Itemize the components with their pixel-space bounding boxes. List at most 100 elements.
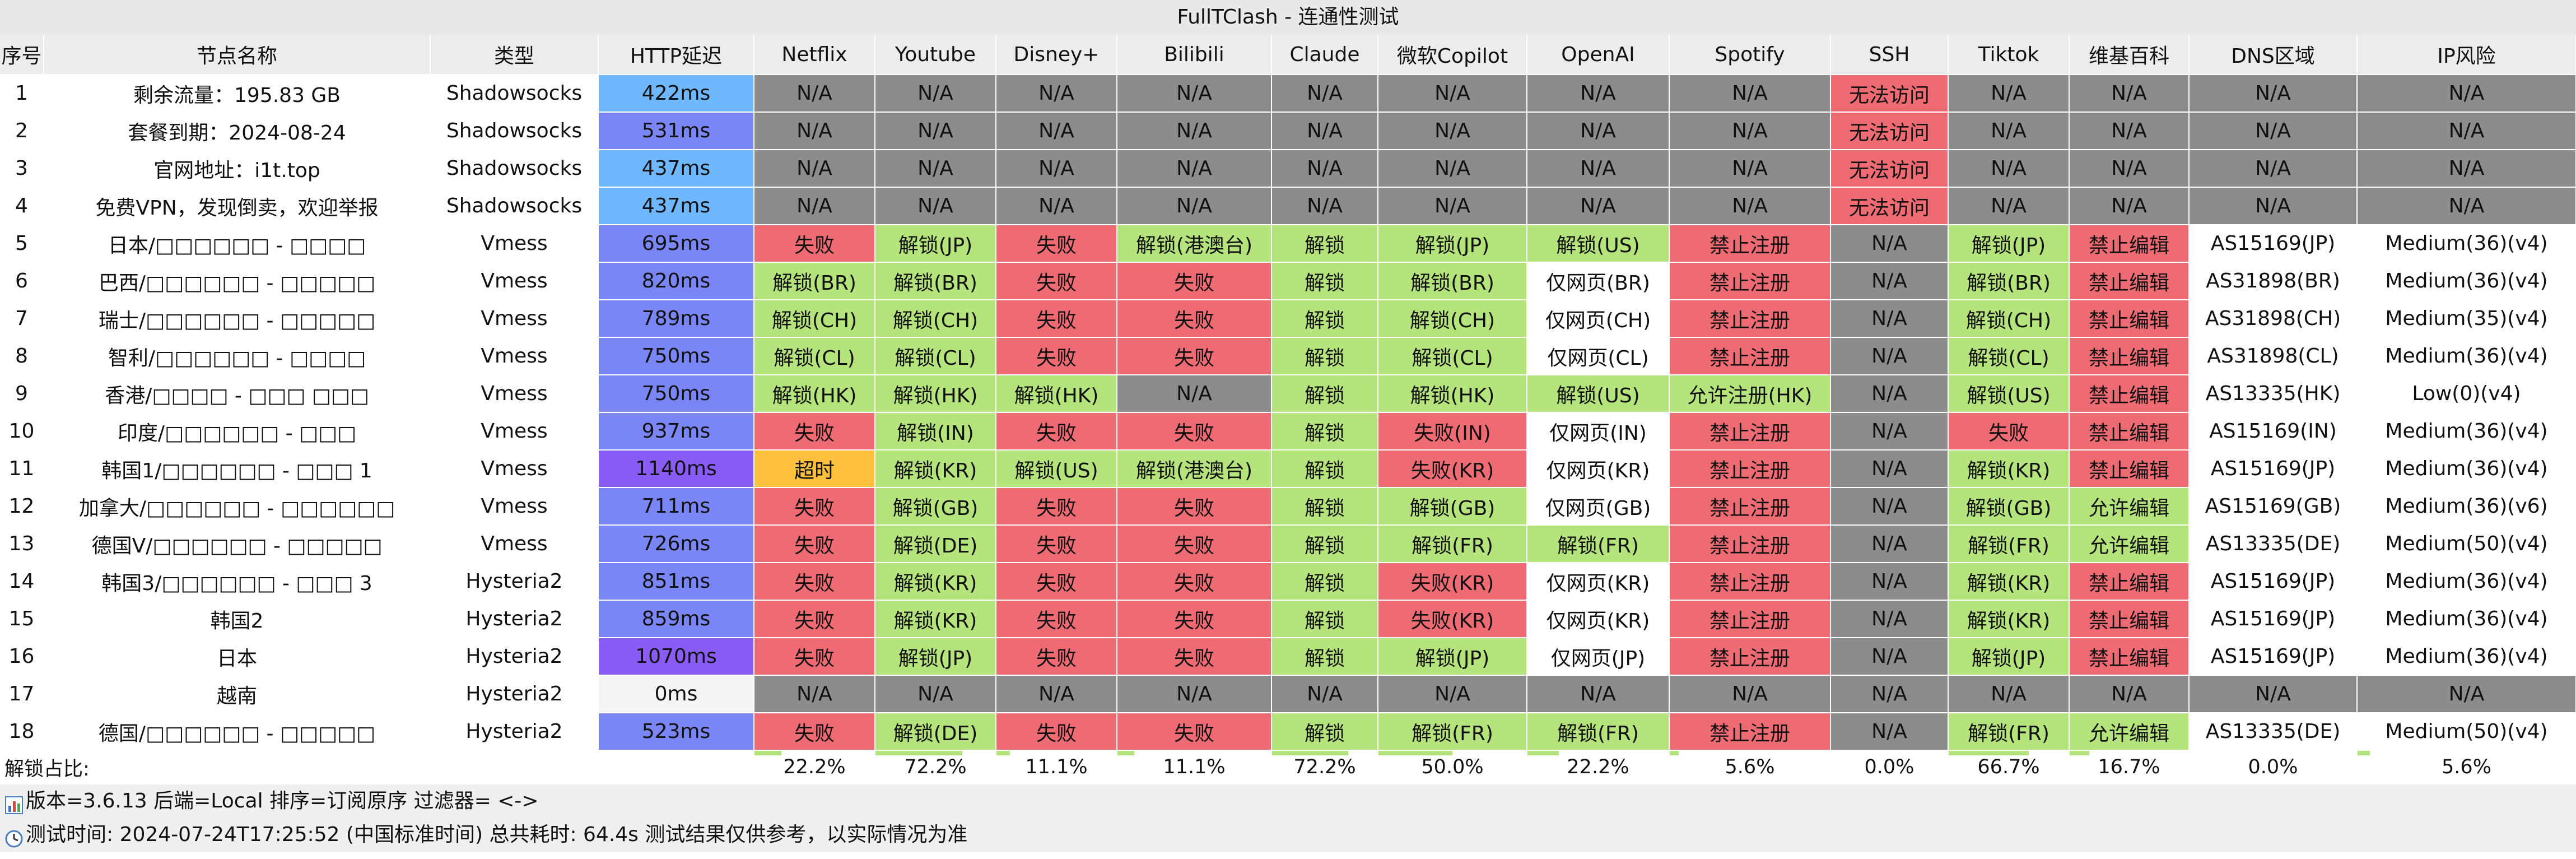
table-row[interactable]: 15 韩国2 Hysteria2 859ms 失败 解锁(KR) 失败 失败 解锁 失败(KR) 仅… <box>0 600 2576 638</box>
status-cell: 解锁(KR) <box>875 600 996 638</box>
column-header[interactable]: Netflix <box>754 35 875 75</box>
table-row[interactable]: 7 瑞士/□□□□□□ - □□□□□ Vmess 789ms 解锁(CH) 解锁(CH)… <box>0 300 2576 338</box>
table-row[interactable]: 14 韩国3/□□□□□□ - □□□ 3 Hysteria2 851ms 失败 解锁(K… <box>0 563 2576 601</box>
status-cell: N/A <box>875 112 996 150</box>
status-cell: AS31898(BR) <box>2189 262 2358 300</box>
status-cell: N/A <box>1830 675 1949 713</box>
status-cell: N/A <box>1117 675 1272 713</box>
status-cell: N/A <box>1669 150 1831 188</box>
status-cell: 禁止编辑 <box>2069 412 2190 451</box>
summary-percent-text: 5.6% <box>1725 756 1775 778</box>
node-name: 智利/□□□□□□ - □□□□ <box>44 337 431 375</box>
status-cell: 失败 <box>754 525 875 563</box>
status-cell: 解锁(US) <box>1527 225 1670 263</box>
status-cell: N/A <box>1830 487 1949 526</box>
status-cell: 禁止注册 <box>1669 525 1831 563</box>
node-type: Vmess <box>430 525 599 563</box>
row-index: 15 <box>0 600 44 638</box>
node-name: 加拿大/□□□□□□ - □□□□□□ <box>44 487 431 526</box>
status-cell: N/A <box>1669 112 1831 150</box>
status-cell: N/A <box>2189 112 2358 150</box>
column-header[interactable]: IP风险 <box>2357 35 2576 75</box>
column-header[interactable]: 节点名称 <box>44 35 431 75</box>
column-header[interactable]: Disney+ <box>996 35 1117 75</box>
column-header[interactable]: 维基百科 <box>2069 35 2190 75</box>
status-cell: 解锁(JP) <box>875 225 996 263</box>
table-row[interactable]: 2 套餐到期：2024-08-24 Shadowsocks 531ms N/A N/A N/… <box>0 112 2576 150</box>
status-cell: Medium(36)(v6) <box>2357 487 2576 526</box>
table-row[interactable]: 12 加拿大/□□□□□□ - □□□□□□ Vmess 711ms 失败 解锁(GB) 失… <box>0 487 2576 526</box>
footer: 版本=3.6.13 后端=Local 排序=订阅原序 过滤器= <-> 测试时间… <box>0 784 2576 852</box>
column-header[interactable]: 序号 <box>0 35 44 75</box>
table-row[interactable]: 6 巴西/□□□□□□ - □□□□□ Vmess 820ms 解锁(BR) 解锁(BR)… <box>0 262 2576 300</box>
latency-cell: 437ms <box>598 150 754 188</box>
summary-percent: 5.6% <box>1669 750 1831 784</box>
status-cell: 解锁(BR) <box>1948 262 2070 300</box>
column-header[interactable]: SSH <box>1830 35 1949 75</box>
table-row[interactable]: 1 剩余流量：195.83 GB Shadowsocks 422ms N/A N/A N/A… <box>0 75 2576 113</box>
latency-cell: 695ms <box>598 225 754 263</box>
status-cell: 失败 <box>996 225 1117 263</box>
column-header[interactable]: 类型 <box>430 35 599 75</box>
node-type: Hysteria2 <box>430 600 599 638</box>
column-header[interactable]: DNS区域 <box>2189 35 2358 75</box>
status-cell: N/A <box>2189 75 2358 113</box>
status-cell: 解锁(KR) <box>875 563 996 601</box>
status-cell: N/A <box>1271 75 1378 113</box>
latency-cell: 0ms <box>598 675 754 713</box>
status-cell: 解锁 <box>1271 412 1378 451</box>
table-row[interactable]: 4 免费VPN，发现倒卖，欢迎举报 Shadowsocks 437ms N/A N/A N/… <box>0 187 2576 225</box>
table-row[interactable]: 5 日本/□□□□□□ - □□□□ Vmess 695ms 失败 解锁(JP) 失败 解锁(… <box>0 225 2576 263</box>
column-header[interactable]: Tiktok <box>1948 35 2070 75</box>
status-cell: 无法访问 <box>1830 112 1949 150</box>
status-cell: Medium(36)(v4) <box>2357 262 2576 300</box>
column-header[interactable]: Bilibili <box>1117 35 1272 75</box>
column-header[interactable]: Spotify <box>1669 35 1831 75</box>
status-cell: N/A <box>996 75 1117 113</box>
status-cell: 失败 <box>996 337 1117 375</box>
table-row[interactable]: 17 越南 Hysteria2 0ms N/A N/A N/A N/A N/A N/A N/A N/A… <box>0 675 2576 713</box>
status-cell: 解锁(KR) <box>1948 450 2070 488</box>
node-type: Vmess <box>430 337 599 375</box>
status-cell: AS15169(JP) <box>2189 450 2358 488</box>
status-cell: N/A <box>2357 150 2576 188</box>
summary-percent: 11.1% <box>996 750 1117 784</box>
table-row[interactable]: 16 日本 Hysteria2 1070ms 失败 解锁(JP) 失败 失败 解锁 解锁(JP) 仅… <box>0 638 2576 676</box>
row-index: 12 <box>0 487 44 526</box>
status-cell: N/A <box>1117 112 1272 150</box>
table-row[interactable]: 9 香港/□□□□ - □□□ □□□ Vmess 750ms 解锁(HK) 解锁(HK)… <box>0 375 2576 413</box>
status-cell: Low(0)(v4) <box>2357 375 2576 413</box>
column-header[interactable]: HTTP延迟 <box>598 35 754 75</box>
status-cell: 仅网页(JP) <box>1527 638 1670 676</box>
status-cell: 禁止编辑 <box>2069 375 2190 413</box>
summary-progress-bar <box>1117 751 1135 755</box>
table-row[interactable]: 11 韩国1/□□□□□□ - □□□ 1 Vmess 1140ms 超时 解锁(KR) 解… <box>0 450 2576 488</box>
table-row[interactable]: 13 德国V/□□□□□□ - □□□□□ Vmess 726ms 失败 解锁(DE) 失败… <box>0 525 2576 563</box>
column-header[interactable]: Claude <box>1271 35 1378 75</box>
status-cell: N/A <box>1830 375 1949 413</box>
table-row[interactable]: 10 印度/□□□□□□ - □□□ Vmess 937ms 失败 解锁(IN) 失败 失败解… <box>0 412 2576 451</box>
status-cell: 解锁 <box>1271 525 1378 563</box>
column-header[interactable]: OpenAI <box>1527 35 1670 75</box>
status-cell: 禁止注册 <box>1669 412 1831 451</box>
status-cell: N/A <box>1527 112 1670 150</box>
status-cell: 失败 <box>1117 262 1272 300</box>
column-header[interactable]: 微软Copilot <box>1378 35 1527 75</box>
table-row[interactable]: 3 官网地址：i1t.top Shadowsocks 437ms N/A N/A N/A N/… <box>0 150 2576 188</box>
status-cell: AS15169(GB) <box>2189 487 2358 526</box>
status-cell: N/A <box>2069 187 2190 225</box>
status-cell: Medium(50)(v4) <box>2357 525 2576 563</box>
status-cell: N/A <box>2357 112 2576 150</box>
status-cell: 解锁 <box>1271 487 1378 526</box>
table-row[interactable]: 8 智利/□□□□□□ - □□□□ Vmess 750ms 解锁(CL) 解锁(CL) 失… <box>0 337 2576 375</box>
status-cell: 失败 <box>996 563 1117 601</box>
summary-empty <box>430 750 599 784</box>
summary-percent-text: 72.2% <box>904 756 967 778</box>
node-type: Vmess <box>430 300 599 338</box>
status-cell: 禁止编辑 <box>2069 450 2190 488</box>
table-row[interactable]: 18 德国/□□□□□□ - □□□□□ Hysteria2 523ms 失败 解锁(DE… <box>0 713 2576 751</box>
status-cell: 解锁(JP) <box>1948 225 2070 263</box>
column-header[interactable]: Youtube <box>875 35 996 75</box>
node-type: Shadowsocks <box>430 112 599 150</box>
status-cell: AS15169(IN) <box>2189 412 2358 451</box>
